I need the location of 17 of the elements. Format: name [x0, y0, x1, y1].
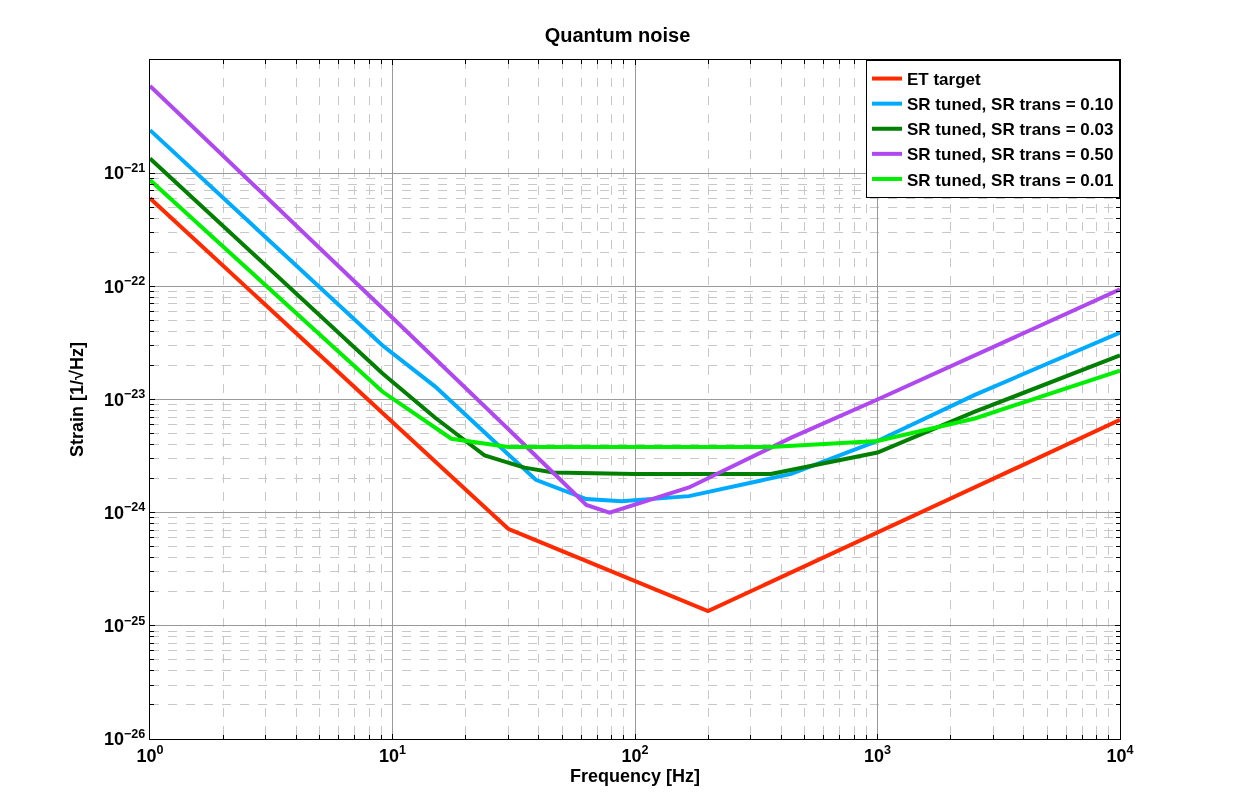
x-axis-title: Frequency [Hz] — [569, 765, 701, 786]
y-axis-title: Strain [1/√Hz] — [67, 342, 88, 457]
y-tick-label: 10$^{−24}$ — [103, 500, 146, 523]
legend-label: SR tuned, SR trans = 0.50 — [907, 145, 1114, 165]
x-tick-label: 10$^{4}$ — [1106, 743, 1134, 766]
legend-label: SR tuned, SR trans = 0.10 — [907, 95, 1114, 115]
y-tick-label: 10$^{−21}$ — [103, 160, 146, 184]
legend-label: SR tuned, SR trans = 0.01 — [907, 170, 1114, 190]
legend-label: ET target — [907, 70, 982, 90]
y-tick-label: 10$^{−25}$ — [103, 613, 146, 637]
y-tick-label: 10$^{−22}$ — [103, 274, 146, 297]
x-tick-label: 10$^{3}$ — [863, 743, 892, 766]
legend-label: SR tuned, SR trans = 0.03 — [907, 120, 1114, 140]
chart-title: Quantum noise — [544, 24, 691, 47]
x-tick-label: 10$^{1}$ — [378, 743, 407, 766]
y-tick-label: 10$^{−23}$ — [103, 387, 146, 410]
x-tick-label: 10$^{2}$ — [621, 743, 649, 766]
